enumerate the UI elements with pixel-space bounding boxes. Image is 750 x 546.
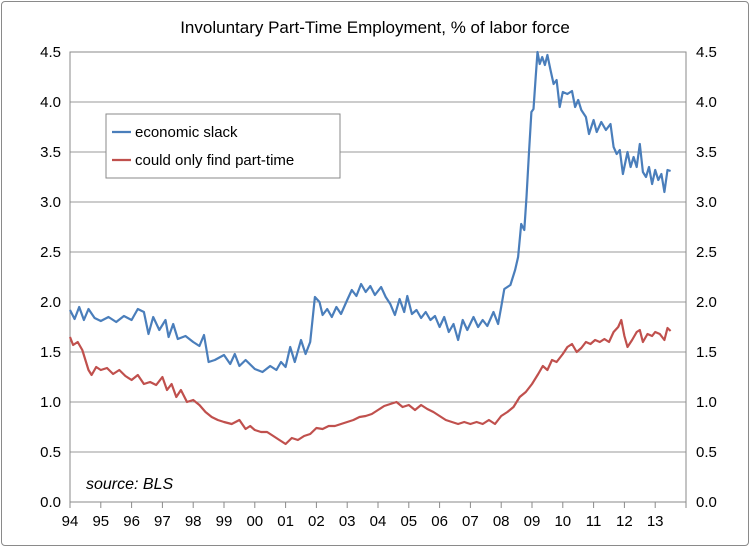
- y-tick-label-left: 4.5: [40, 44, 61, 61]
- x-tick-label: 01: [277, 513, 294, 530]
- y-tick-label-right: 0.0: [696, 494, 717, 511]
- y-tick-label-left: 3.0: [40, 194, 61, 211]
- x-tick-label: 95: [92, 513, 109, 530]
- plot-area-border: [69, 51, 687, 503]
- x-tick-label: 02: [308, 513, 325, 530]
- x-tick-label: 10: [554, 513, 571, 530]
- y-tick-label-right: 1.0: [696, 394, 717, 411]
- x-tick-label: 09: [524, 513, 541, 530]
- y-tick-label-right: 2.5: [696, 244, 717, 261]
- x-tick-label: 13: [647, 513, 664, 530]
- x-tick-label: 97: [154, 513, 171, 530]
- x-tick-label: 08: [493, 513, 510, 530]
- y-tick-label-left: 1.0: [40, 394, 61, 411]
- x-tick-label: 07: [462, 513, 479, 530]
- x-tick-label: 94: [62, 513, 79, 530]
- y-tick-label-right: 1.5: [696, 344, 717, 361]
- series-lines: [68, 50, 672, 446]
- legend-box: [105, 113, 341, 179]
- y-tick-label-left: 2.5: [40, 244, 61, 261]
- x-axis-ticks: [69, 502, 687, 508]
- legend-label-could-only-find-part-time: could only find part-time: [135, 152, 294, 169]
- x-tick-label: 11: [586, 513, 602, 530]
- y-tick-label-left: 0.5: [40, 444, 61, 461]
- y-tick-label-right: 2.0: [696, 294, 717, 311]
- y-tick-label-left: 3.5: [40, 144, 61, 161]
- x-axis-labels: 94 95 96 97 98 99 00 01 02 03 04 05 06 07 08 09 10 11 12 13: [62, 513, 664, 530]
- x-tick-label: 03: [339, 513, 356, 530]
- chart-title: Involuntary Part-Time Employment, % of l…: [180, 18, 570, 37]
- legend: economic slack could only find part-time: [105, 113, 341, 179]
- y-tick-label-left: 4.0: [40, 94, 61, 111]
- x-tick-label: 06: [431, 513, 448, 530]
- y-tick-label-right: 3.5: [696, 144, 717, 161]
- series-line-economic-slack: [69, 50, 671, 374]
- legend-label-economic-slack: economic slack: [135, 124, 238, 141]
- x-tick-label: 04: [370, 513, 387, 530]
- y-tick-label-right: 4.5: [696, 44, 717, 61]
- x-tick-label: 05: [400, 513, 417, 530]
- y-tick-label-right: 3.0: [696, 194, 717, 211]
- y-axis-left-labels: 0.0 0.5 1.0 1.5 2.0 2.5 3.0 3.5 4.0 4.5: [40, 44, 61, 511]
- y-tick-label-left: 0.0: [40, 494, 61, 511]
- y-axis-right-labels: 0.0 0.5 1.0 1.5 2.0 2.5 3.0 3.5 4.0 4.5: [696, 44, 717, 511]
- x-tick-label: 96: [123, 513, 140, 530]
- y-tick-label-left: 2.0: [40, 294, 61, 311]
- y-tick-label-right: 0.5: [696, 444, 717, 461]
- source-note: source: BLS: [86, 476, 173, 493]
- x-tick-label: 00: [246, 513, 263, 530]
- y-tick-label-right: 4.0: [696, 94, 717, 111]
- x-tick-label: 98: [185, 513, 202, 530]
- x-tick-label: 12: [616, 513, 633, 530]
- y-tick-label-left: 1.5: [40, 344, 61, 361]
- series-line-could-only-find-part-time: [68, 318, 672, 446]
- x-tick-label: 99: [216, 513, 233, 530]
